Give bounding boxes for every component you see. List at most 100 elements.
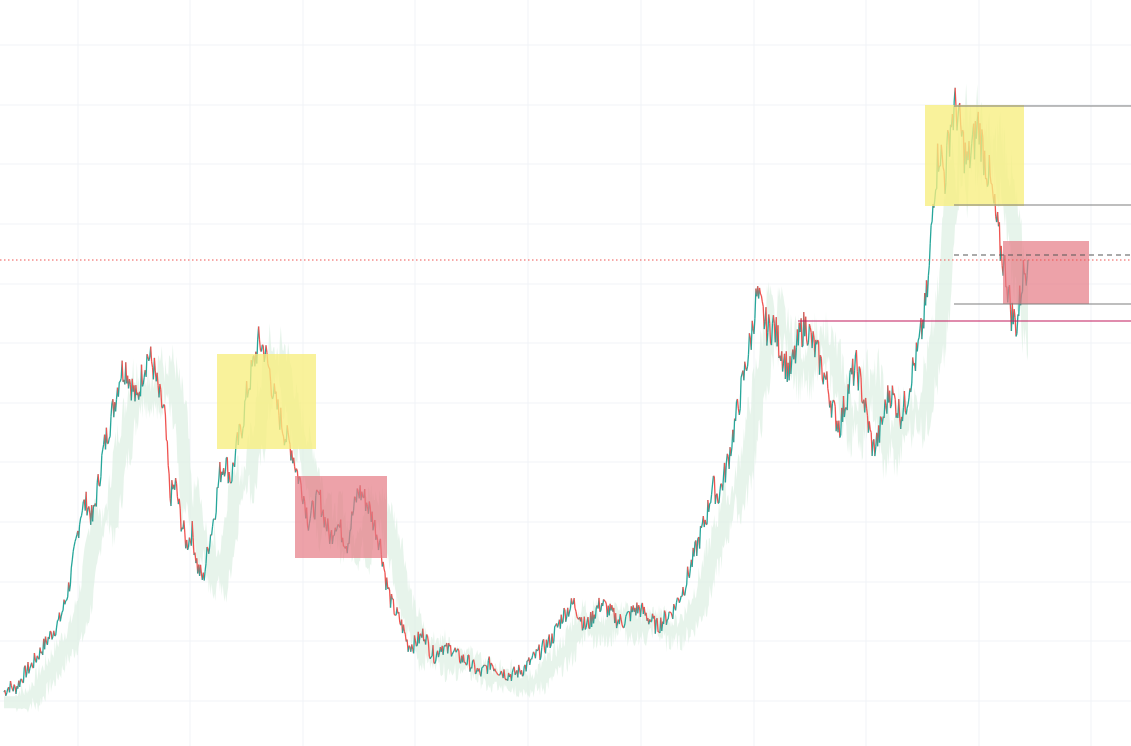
price-segment bbox=[688, 568, 692, 578]
price-segment bbox=[72, 546, 75, 552]
price-segment bbox=[568, 608, 572, 613]
price-segment bbox=[881, 416, 884, 425]
price-segment bbox=[760, 295, 763, 302]
price-segment bbox=[518, 664, 521, 671]
price-segment bbox=[662, 610, 666, 625]
price-segment bbox=[603, 598, 606, 602]
price-segment bbox=[833, 400, 836, 407]
price-segment bbox=[429, 656, 432, 660]
price-segment bbox=[926, 275, 930, 298]
price-segment bbox=[97, 474, 100, 486]
price-segment bbox=[818, 355, 822, 375]
price-segment bbox=[168, 473, 171, 499]
price-segment bbox=[748, 333, 751, 339]
price-segment bbox=[738, 408, 741, 415]
price-segment bbox=[615, 622, 619, 629]
price-segment bbox=[574, 608, 577, 612]
price-segment bbox=[826, 371, 829, 389]
price-segment bbox=[594, 607, 597, 619]
price-segment bbox=[388, 587, 391, 591]
price-segment bbox=[954, 87, 957, 107]
price-segment bbox=[823, 372, 826, 378]
price-segment bbox=[396, 607, 399, 614]
price-segment bbox=[884, 399, 887, 406]
price-segment bbox=[13, 684, 16, 688]
breakdown-zone-1 bbox=[295, 476, 387, 558]
price-segment bbox=[166, 441, 169, 466]
price-segment bbox=[107, 438, 110, 444]
price-segment bbox=[455, 650, 458, 653]
price-segment bbox=[390, 593, 394, 600]
price-segment bbox=[471, 661, 474, 669]
price-segment bbox=[891, 385, 894, 396]
price-segment bbox=[95, 482, 98, 507]
price-segment bbox=[625, 613, 628, 617]
price-segment bbox=[543, 639, 546, 651]
price-segment bbox=[927, 265, 930, 276]
price-segment bbox=[178, 498, 181, 509]
price-segment bbox=[685, 584, 688, 589]
price-segment bbox=[407, 645, 410, 652]
price-segment bbox=[258, 339, 262, 351]
price-segment bbox=[403, 631, 406, 635]
price-segment bbox=[489, 662, 492, 670]
price-segment bbox=[437, 652, 441, 658]
price-segment bbox=[480, 667, 483, 677]
price-segment bbox=[714, 494, 717, 504]
price-segment bbox=[580, 617, 584, 631]
price-segment bbox=[513, 666, 516, 675]
price-segment bbox=[114, 399, 118, 412]
price-segment bbox=[466, 655, 469, 665]
price-segment bbox=[865, 408, 869, 416]
price-segment bbox=[9, 680, 13, 686]
price-segment bbox=[386, 577, 389, 590]
price-segment bbox=[809, 327, 812, 333]
price-segment bbox=[808, 324, 811, 328]
price-segment bbox=[478, 668, 481, 674]
price-segment bbox=[906, 404, 909, 409]
price-segment bbox=[894, 399, 897, 418]
price-segment bbox=[583, 616, 586, 630]
price-segment bbox=[510, 672, 513, 681]
price-segment bbox=[726, 453, 729, 457]
price-segment bbox=[135, 385, 138, 396]
price-segment bbox=[1013, 309, 1016, 318]
price-segment bbox=[118, 380, 121, 383]
price-segment bbox=[25, 671, 28, 678]
price-segment bbox=[150, 361, 154, 368]
price-segment bbox=[832, 399, 835, 402]
price-segment bbox=[852, 370, 856, 386]
price-segment bbox=[619, 614, 622, 620]
price-segment bbox=[457, 648, 460, 651]
price-segment bbox=[554, 624, 557, 627]
price-segment bbox=[718, 491, 721, 504]
price-segment bbox=[871, 441, 874, 456]
price-segment bbox=[36, 655, 39, 659]
price-segment bbox=[744, 361, 747, 368]
price-segment bbox=[599, 610, 602, 613]
price-segment bbox=[817, 339, 820, 343]
price-segment bbox=[853, 354, 857, 371]
price-segment bbox=[496, 672, 499, 675]
price-segment bbox=[857, 366, 860, 391]
price-segment bbox=[529, 658, 532, 666]
price-segment bbox=[121, 360, 124, 382]
price-segment bbox=[78, 524, 81, 539]
price-segment bbox=[721, 474, 725, 491]
price-segment bbox=[74, 538, 77, 542]
price-segment bbox=[156, 372, 159, 386]
price-segment bbox=[573, 597, 576, 609]
price-segment bbox=[422, 628, 425, 642]
breakdown-zone-2 bbox=[1003, 241, 1089, 304]
price-segment bbox=[733, 418, 736, 443]
price-segment bbox=[55, 627, 58, 636]
price-segment bbox=[382, 561, 385, 570]
price-segment bbox=[495, 670, 498, 673]
price-segment bbox=[424, 634, 428, 645]
price-segment bbox=[142, 377, 145, 385]
price-segment bbox=[878, 416, 882, 443]
price-segment bbox=[525, 660, 528, 672]
price-segment bbox=[531, 655, 534, 660]
price-segment bbox=[624, 616, 627, 624]
price-segment bbox=[60, 612, 63, 617]
